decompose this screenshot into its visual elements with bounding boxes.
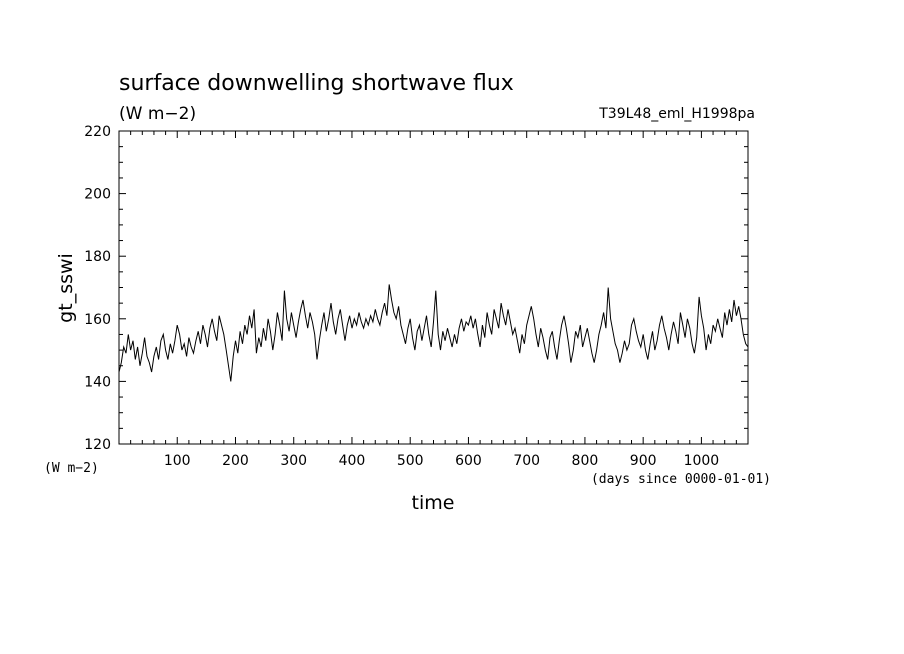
- y-tick-label: 200: [84, 187, 111, 203]
- x-axis: 100 200 300 400 500 600 700 800 900 1000: [130, 131, 737, 469]
- x-tick-label: 400: [339, 453, 366, 469]
- plot-frame: [118, 130, 749, 445]
- x-tick-label: 500: [397, 453, 424, 469]
- y-tick-label: 120: [84, 437, 111, 453]
- x-units-label: (days since 0000-01-01): [591, 472, 771, 487]
- x-tick-label: 900: [630, 453, 657, 469]
- x-tick-label: 600: [455, 453, 482, 469]
- x-axis-title: time: [412, 492, 455, 514]
- y-tick-label: 160: [84, 312, 111, 328]
- x-tick-label: 100: [164, 453, 191, 469]
- x-tick-label: 800: [572, 453, 599, 469]
- y-tick-label: 140: [84, 374, 111, 390]
- x-tick-label: 1000: [684, 453, 720, 469]
- x-tick-label: 700: [513, 453, 540, 469]
- chart-title: surface downwelling shortwave flux: [119, 71, 514, 96]
- y-tick-label: 180: [84, 249, 111, 265]
- y-tick-label: 220: [84, 124, 111, 140]
- x-tick-label: 300: [280, 453, 307, 469]
- x-tick-label: 200: [222, 453, 249, 469]
- series-line: [118, 284, 749, 382]
- y-axis: 120 140 160 180 200 220: [84, 124, 748, 453]
- y-units-label: (W m−2): [44, 461, 99, 476]
- y-axis-title: gt_sswi: [55, 253, 77, 323]
- run-label: T39L48_eml_H1998pa: [598, 106, 755, 122]
- chart-subtitle: (W m−2): [119, 104, 196, 124]
